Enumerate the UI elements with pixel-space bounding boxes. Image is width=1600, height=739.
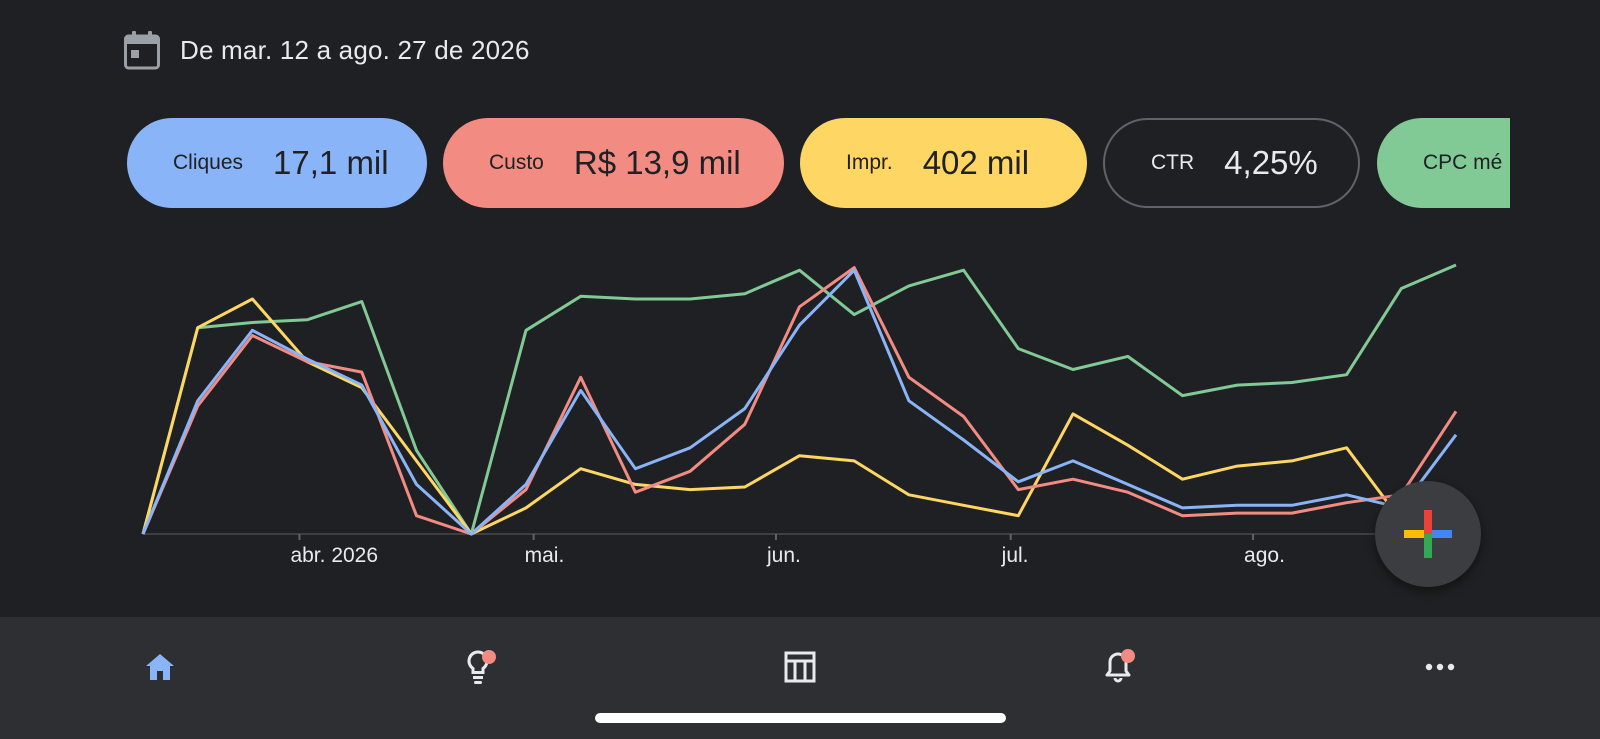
calendar-icon (124, 31, 160, 70)
x-tick-label: jun. (766, 544, 801, 567)
metric-chip-cpc[interactable]: CPC mé (1377, 118, 1510, 208)
metric-value: 17,1 mil (273, 144, 389, 181)
table-icon (784, 651, 816, 683)
series-line-0 (141, 263, 1457, 536)
series-line-1 (141, 297, 1457, 536)
metric-label: CTR (1151, 151, 1195, 174)
metric-chip-custo[interactable]: Custo R$ 13,9 mil (443, 118, 784, 208)
plus-icon (1404, 510, 1452, 558)
x-tick-label: mai. (525, 544, 565, 567)
nav-more[interactable] (1410, 637, 1470, 697)
metric-label: Custo (489, 151, 544, 174)
metric-chip-cliques[interactable]: Cliques 17,1 mil (127, 118, 427, 208)
nav-alerts[interactable] (1090, 637, 1150, 697)
home-icon (146, 654, 174, 680)
nav-home[interactable] (130, 637, 190, 697)
metric-label: Cliques (173, 151, 244, 174)
bell-icon (1105, 649, 1135, 683)
nav-reports[interactable] (770, 637, 830, 697)
lightbulb-icon (467, 650, 496, 684)
metric-chips: Cliques 17,1 mil Custo R$ 13,9 mil Impr.… (127, 118, 1510, 210)
x-tick-label: abr. 2026 (290, 544, 378, 567)
series-line-2 (141, 266, 1458, 536)
notification-badge (1121, 649, 1135, 663)
more-horizontal-icon (1425, 663, 1455, 671)
x-tick-label: jul. (1001, 544, 1029, 567)
add-button[interactable] (1375, 481, 1481, 587)
metric-label: Impr. (846, 151, 893, 174)
metric-value: R$ 13,9 mil (573, 144, 741, 181)
notification-badge (482, 650, 496, 664)
metric-value: 402 mil (922, 144, 1030, 181)
metric-chip-impressions[interactable]: Impr. 402 mil (800, 118, 1087, 208)
bottom-navigation (0, 617, 1600, 739)
metric-chip-ctr[interactable]: CTR 4,25% (1103, 118, 1360, 208)
series-line-3 (141, 268, 1458, 536)
performance-chart: abr. 2026 mai. jun. jul. ago. (141, 263, 1458, 567)
date-range-selector[interactable]: De mar. 12 a ago. 27 de 2026 (124, 28, 530, 72)
metric-label: CPC mé (1423, 151, 1503, 174)
x-tick-label: ago. (1244, 544, 1285, 567)
nav-insights[interactable] (450, 637, 510, 697)
date-range-label: De mar. 12 a ago. 27 de 2026 (180, 34, 530, 65)
metric-value: 4,25% (1224, 144, 1318, 181)
home-indicator (595, 713, 1006, 723)
